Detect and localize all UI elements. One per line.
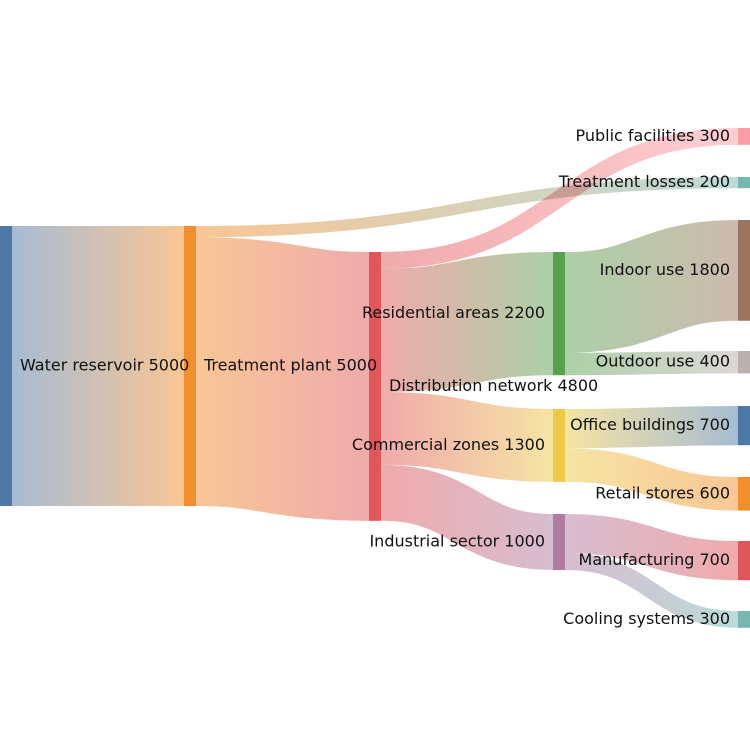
label-outdoor: Outdoor use 400 — [596, 352, 730, 371]
node-public — [738, 128, 750, 145]
labels-layer: Water reservoir 5000 Treatment plant 5000… — [20, 126, 730, 628]
link-residential-to-indoor — [563, 220, 740, 353]
links-layer — [12, 128, 740, 628]
node-industrial — [553, 514, 565, 570]
link-commercial-to-office — [564, 406, 739, 449]
node-commercial — [553, 409, 565, 482]
node-cooling — [738, 611, 750, 628]
link-treatment-to-distribution — [194, 237, 371, 521]
label-indoor: Indoor use 1800 — [600, 260, 730, 279]
node-outdoor — [738, 351, 750, 374]
label-office: Office buildings 700 — [570, 415, 730, 434]
label-reservoir: Water reservoir 5000 — [20, 356, 189, 375]
node-reservoir — [0, 226, 12, 506]
link-distribution-to-public — [380, 128, 739, 269]
link-distribution-to-commercial — [380, 392, 554, 482]
label-losses: Treatment losses 200 — [558, 172, 730, 191]
label-manufacturing: Manufacturing 700 — [579, 550, 730, 569]
label-industrial: Industrial sector 1000 — [369, 532, 545, 551]
label-commercial: Commercial zones 1300 — [352, 435, 545, 454]
label-residential: Residential areas 2200 — [362, 303, 545, 322]
link-distribution-to-residential — [380, 252, 554, 392]
link-distribution-to-industrial — [380, 464, 554, 570]
nodes-layer — [0, 128, 750, 628]
node-losses — [738, 177, 750, 189]
label-treatment: Treatment plant 5000 — [203, 356, 377, 375]
node-manufacturing — [738, 541, 750, 581]
label-cooling: Cooling systems 300 — [563, 609, 730, 628]
link-commercial-to-retail — [564, 448, 739, 511]
node-residential — [553, 252, 565, 376]
link-industrial-to-cooling — [564, 553, 739, 628]
link-industrial-to-manufacturing — [564, 514, 739, 581]
label-retail: Retail stores 600 — [595, 483, 730, 502]
link-residential-to-outdoor — [564, 351, 739, 376]
node-indoor — [738, 220, 750, 321]
node-office — [738, 406, 750, 446]
node-distribution — [369, 252, 381, 521]
label-distribution: Distribution network 4800 — [389, 376, 598, 395]
link-treatment-to-losses — [195, 177, 739, 238]
node-retail — [738, 477, 750, 511]
node-treatment — [184, 226, 196, 506]
label-public: Public facilities 300 — [575, 126, 730, 145]
